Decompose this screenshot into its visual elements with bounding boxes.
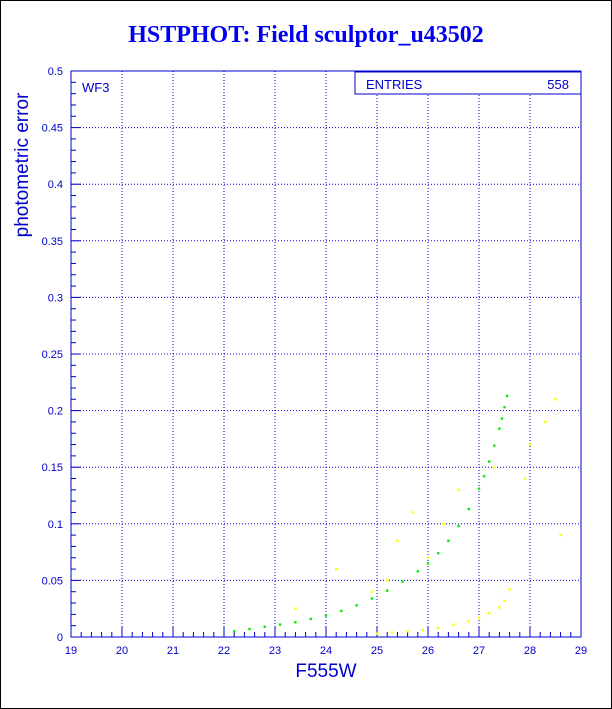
y-tick-label: 0.35 bbox=[42, 236, 63, 248]
chart-title: HSTPHOT: Field sculptor_u43502 bbox=[128, 22, 484, 48]
y-tick-label: 0.25 bbox=[42, 349, 63, 361]
x-tick-label: 19 bbox=[65, 645, 77, 657]
data-point-series-1 bbox=[340, 609, 343, 613]
data-point-series-2 bbox=[528, 443, 532, 446]
x-tick-label: 20 bbox=[116, 645, 128, 657]
data-point-series-2 bbox=[396, 539, 399, 542]
data-point-series-1 bbox=[447, 539, 450, 542]
data-point-series-1 bbox=[477, 487, 481, 490]
data-point-series-1 bbox=[457, 524, 460, 528]
data-point-series-2 bbox=[375, 632, 379, 635]
data-point-series-2 bbox=[426, 556, 430, 559]
x-tick-label: 28 bbox=[524, 645, 536, 657]
data-point-series-1 bbox=[426, 562, 430, 565]
data-point-series-2 bbox=[493, 466, 496, 469]
data-point-series-1 bbox=[500, 417, 504, 420]
data-point-series-1 bbox=[482, 475, 486, 478]
data-point-series-1 bbox=[233, 630, 236, 633]
data-point-series-2 bbox=[411, 511, 414, 514]
y-tick-label: 0.5 bbox=[48, 66, 63, 78]
data-point-series-1 bbox=[324, 614, 328, 617]
data-point-series-2 bbox=[488, 612, 491, 615]
y-tick-label: 0 bbox=[57, 632, 63, 644]
data-point-series-1 bbox=[278, 623, 282, 626]
data-point-series-1 bbox=[493, 444, 496, 447]
data-point-series-1 bbox=[309, 617, 312, 621]
data-point-series-2 bbox=[457, 488, 460, 492]
data-point-series-1 bbox=[467, 507, 470, 511]
data-point-series-1 bbox=[503, 406, 506, 409]
data-points bbox=[233, 394, 562, 635]
data-point-series-2 bbox=[467, 619, 470, 623]
stats-box-label: ENTRIES bbox=[366, 77, 423, 92]
data-point-series-1 bbox=[263, 625, 266, 629]
data-point-series-1 bbox=[294, 621, 297, 624]
data-point-series-1 bbox=[248, 627, 251, 631]
data-point-series-1 bbox=[488, 460, 491, 463]
data-point-series-2 bbox=[544, 420, 547, 424]
data-point-series-2 bbox=[442, 522, 445, 525]
y-axis-ticks: 0 0.05 0.1 0.15 0.2 0.25 0.3 0.35 0.4 0.45 0.5 bbox=[42, 66, 81, 644]
data-point-series-1 bbox=[416, 570, 419, 573]
y-tick-label: 0.15 bbox=[42, 462, 63, 474]
x-tick-label: 24 bbox=[320, 645, 332, 657]
stats-box-value: 558 bbox=[547, 77, 569, 92]
y-tick-label: 0.4 bbox=[48, 179, 63, 191]
wf3-label: WF3 bbox=[82, 80, 109, 95]
x-axis-ticks: 19 20 21 22 23 24 25 26 27 28 29 bbox=[65, 627, 587, 657]
data-point-series-2 bbox=[503, 599, 506, 602]
data-point-series-1 bbox=[370, 597, 374, 600]
data-point-series-2 bbox=[523, 477, 527, 480]
data-point-series-2 bbox=[421, 629, 425, 632]
y-tick-label: 0.1 bbox=[48, 519, 63, 531]
x-tick-label: 27 bbox=[473, 645, 485, 657]
stats-box: ENTRIES 558 bbox=[354, 71, 582, 95]
data-point-series-2 bbox=[335, 567, 338, 571]
data-point-series-2 bbox=[386, 579, 389, 582]
data-point-series-1 bbox=[437, 552, 440, 555]
x-tick-label: 26 bbox=[422, 645, 434, 657]
data-point-series-2 bbox=[437, 626, 440, 630]
y-tick-label: 0.3 bbox=[48, 292, 63, 304]
data-point-series-1 bbox=[498, 427, 501, 430]
data-point-series-2 bbox=[498, 606, 501, 609]
data-point-series-2 bbox=[559, 533, 562, 537]
data-point-series-1 bbox=[401, 580, 404, 583]
data-point-series-2 bbox=[508, 588, 511, 591]
y-tick-label: 0.45 bbox=[42, 123, 63, 135]
data-point-series-2 bbox=[554, 398, 557, 401]
data-point-series-2 bbox=[406, 630, 409, 633]
data-point-series-2 bbox=[370, 590, 374, 593]
y-tick-label: 0.2 bbox=[48, 406, 63, 418]
data-point-series-2 bbox=[391, 631, 394, 634]
x-tick-label: 23 bbox=[269, 645, 281, 657]
x-tick-label: 21 bbox=[167, 645, 179, 657]
data-point-series-2 bbox=[452, 623, 455, 626]
x-axis-label: F555W bbox=[295, 661, 356, 682]
x-tick-label: 25 bbox=[371, 645, 383, 657]
x-tick-label: 29 bbox=[575, 645, 587, 657]
data-point-series-1 bbox=[505, 394, 509, 398]
x-tick-label: 22 bbox=[218, 645, 230, 657]
y-axis-label: photometric error bbox=[12, 92, 33, 237]
data-point-series-1 bbox=[386, 589, 389, 592]
y-tick-label: 0.05 bbox=[42, 575, 63, 587]
data-point-series-1 bbox=[355, 604, 358, 607]
grid-lines bbox=[71, 71, 581, 637]
data-point-series-2 bbox=[477, 616, 481, 619]
data-point-series-2 bbox=[294, 607, 297, 610]
